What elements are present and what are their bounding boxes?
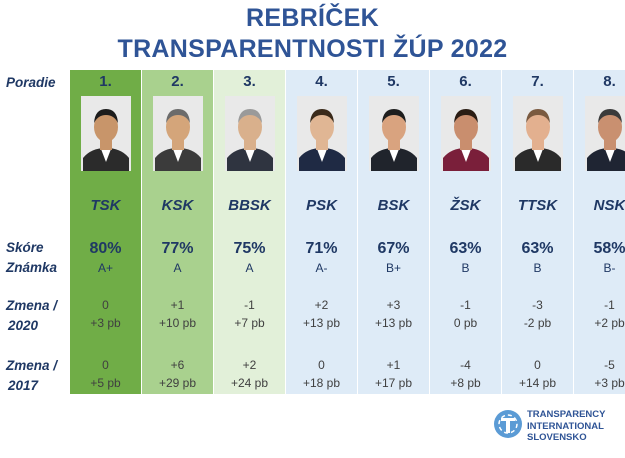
- region-score: 77%: [161, 240, 194, 257]
- change-2020-points: +13 pb: [374, 316, 413, 330]
- row-label-change-2017-line1: Zmena /: [6, 358, 58, 373]
- change-2020-rank: -1: [244, 298, 255, 312]
- region-abbreviation: ŽSK: [450, 197, 481, 214]
- region-score: 67%: [377, 240, 410, 257]
- change-2017-rank: +6: [170, 358, 185, 372]
- ti-logo-line3: SLOVENSKO: [527, 432, 587, 443]
- change-2020-rank: 0: [102, 298, 109, 312]
- region-grade: B-: [603, 261, 616, 275]
- change-2020-points: +2 pb: [594, 316, 625, 330]
- change-2017-rank: -5: [604, 358, 615, 372]
- region-abbreviation: NSK: [593, 197, 625, 214]
- row-label-grade: Známka: [6, 260, 58, 275]
- ti-logo-icon: [494, 410, 522, 438]
- change-2017-points: +18 pb: [302, 376, 341, 390]
- change-2017-rank: -4: [460, 358, 471, 372]
- change-2020-points: -2 pb: [523, 316, 552, 330]
- row-label-change-2017: Zmena / 2017: [6, 356, 57, 396]
- change-2020-rank: +1: [170, 298, 185, 312]
- region-rank: 4.: [315, 73, 328, 90]
- ti-logo-line2: INTERNATIONAL: [527, 420, 604, 432]
- ti-slovensko-logo: TRANSPARENCY INTERNATIONAL SLOVENSKO: [493, 407, 623, 447]
- change-2017-rank: 0: [318, 358, 325, 372]
- region-grade: B: [461, 261, 470, 275]
- change-2017-points: +17 pb: [374, 376, 413, 390]
- region-rank: 6.: [459, 73, 472, 90]
- row-label-change-2020-line2: 2020: [8, 318, 39, 333]
- governor-photo: [153, 96, 203, 171]
- region-abbreviation: BBSK: [228, 197, 271, 214]
- governor-photo: [297, 96, 347, 171]
- region-grade: A: [173, 261, 182, 275]
- region-score: 71%: [305, 240, 338, 257]
- change-2020-points: 0 pb: [453, 316, 478, 330]
- change-2020-rank: -1: [460, 298, 471, 312]
- region-score: 63%: [521, 240, 554, 257]
- change-2017-rank: 0: [102, 358, 109, 372]
- region-rank: 2.: [171, 73, 184, 90]
- row-label-rank: Poradie: [6, 75, 56, 90]
- change-2020-points: +13 pb: [302, 316, 341, 330]
- region-grade: A-: [315, 261, 328, 275]
- row-label-change-2017-line2: 2017: [8, 378, 39, 393]
- row-label-change-2020-line1: Zmena /: [6, 298, 58, 313]
- change-2017-points: +5 pb: [90, 376, 121, 390]
- change-2020-rank: +2: [314, 298, 329, 312]
- region-grade: B: [533, 261, 542, 275]
- region-rank: 8.: [603, 73, 616, 90]
- row-label-change-2020: Zmena / 2020: [6, 296, 57, 336]
- region-rank: 1.: [99, 73, 112, 90]
- region-abbreviation: KSK: [161, 197, 194, 214]
- change-2020-rank: -3: [532, 298, 543, 312]
- change-2017-points: +24 pb: [230, 376, 269, 390]
- ti-logo-text: TRANSPARENCY INTERNATIONAL SLOVENSKO: [527, 409, 605, 444]
- change-2017-points: +29 pb: [158, 376, 197, 390]
- governor-photo: [441, 96, 491, 171]
- region-abbreviation: BSK: [377, 197, 410, 214]
- region-rank: 3.: [243, 73, 256, 90]
- governor-photo: [81, 96, 131, 171]
- change-2017-points: +8 pb: [450, 376, 481, 390]
- region-score: 63%: [449, 240, 482, 257]
- governor-photo: [225, 96, 275, 171]
- region-score: 80%: [89, 240, 122, 257]
- change-2017-rank: +1: [386, 358, 401, 372]
- region-grade: B+: [385, 261, 401, 275]
- page-title-line1: REBRÍČEK: [246, 4, 379, 32]
- change-2017-points: +3 pb: [594, 376, 625, 390]
- page-title-line2: TRANSPARENTNOSTI ŽÚP 2022: [117, 35, 508, 63]
- change-2020-rank: -1: [604, 298, 615, 312]
- region-grade: A+: [97, 261, 113, 275]
- region-score: 75%: [233, 240, 266, 257]
- change-2020-points: +7 pb: [234, 316, 265, 330]
- ti-logo-line1: TRANSPARENCY: [527, 409, 606, 420]
- region-abbreviation: PSK: [306, 197, 337, 214]
- row-label-score: Skóre: [6, 240, 44, 255]
- region-score: 58%: [593, 240, 625, 257]
- governor-photo: [369, 96, 419, 171]
- change-2020-rank: +3: [386, 298, 401, 312]
- region-rank: 5.: [387, 73, 400, 90]
- region-grade: A: [245, 261, 254, 275]
- change-2017-rank: +2: [242, 358, 257, 372]
- change-2020-points: +3 pb: [90, 316, 121, 330]
- change-2017-rank: 0: [534, 358, 541, 372]
- region-abbreviation: TTSK: [517, 197, 558, 214]
- region-abbreviation: TSK: [90, 197, 121, 214]
- change-2020-points: +10 pb: [158, 316, 197, 330]
- change-2017-points: +14 pb: [518, 376, 557, 390]
- region-rank: 7.: [531, 73, 544, 90]
- governor-photo: [585, 96, 625, 171]
- governor-photo: [513, 96, 563, 171]
